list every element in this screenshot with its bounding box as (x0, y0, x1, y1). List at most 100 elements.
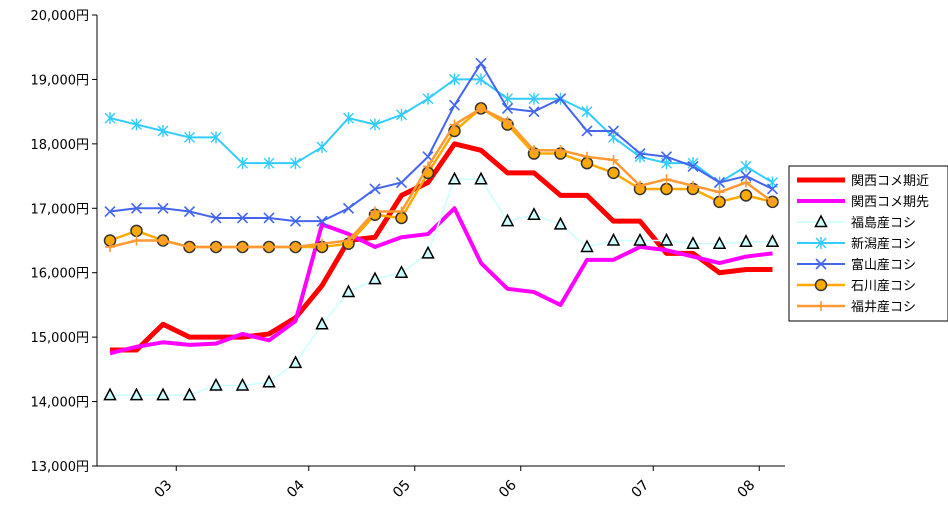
data-point (634, 147, 646, 160)
data-point (633, 232, 647, 246)
data-point (104, 112, 116, 125)
data-point (528, 106, 540, 118)
legend-label: 新潟産コシ (851, 236, 916, 252)
data-point (766, 183, 779, 195)
data-point (501, 102, 514, 114)
legend-item: 富山産コシ (797, 257, 916, 273)
data-point (157, 124, 169, 137)
data-point (103, 387, 117, 401)
series-line (110, 178, 773, 396)
data-point (500, 213, 515, 227)
data-point (635, 180, 645, 191)
data-point (157, 202, 169, 214)
legend-marker (816, 301, 826, 311)
y-tick-label: 19,000円 (31, 73, 90, 88)
data-point (767, 196, 778, 207)
data-point (341, 284, 356, 298)
y-tick-label: 17,000円 (31, 202, 90, 217)
legend-label: 福井産コシ (851, 299, 916, 315)
data-point (104, 205, 116, 218)
legend-item: 福島産コシ (797, 214, 916, 231)
data-point (288, 355, 303, 369)
legend-label: 関西コメ期近 (851, 174, 929, 189)
data-point (554, 93, 567, 105)
data-point (131, 118, 142, 131)
data-point (475, 73, 487, 86)
y-tick-label: 15,000円 (31, 331, 90, 346)
data-point (739, 234, 753, 248)
y-tick-label: 14,000円 (31, 396, 90, 411)
data-point (209, 377, 223, 391)
legend-label: 石川産コシ (851, 278, 916, 294)
data-point (131, 235, 142, 246)
legend-label: 富山産コシ (851, 257, 916, 273)
data-point (741, 177, 751, 188)
data-point (607, 125, 620, 137)
y-tick-label: 18,000円 (31, 138, 90, 153)
series-1 (109, 206, 773, 356)
data-point (317, 238, 327, 249)
data-point (315, 316, 329, 330)
data-point (290, 241, 301, 252)
data-point (370, 206, 380, 217)
data-point (660, 182, 673, 196)
data-point (182, 387, 197, 401)
data-point (211, 241, 221, 252)
x-tick-label: 05 (390, 477, 414, 501)
data-point (394, 265, 409, 278)
data-point (290, 157, 301, 170)
legend-marker (814, 278, 828, 292)
data-point (765, 234, 780, 248)
x-tick-label: 06 (496, 477, 520, 501)
data-point (342, 202, 355, 214)
data-point (527, 207, 541, 220)
data-point (368, 271, 382, 285)
data-point (449, 73, 460, 86)
data-point (237, 241, 248, 252)
data-point (422, 92, 434, 105)
data-point (581, 125, 593, 137)
data-point (448, 99, 461, 111)
data-point (739, 189, 753, 202)
series-5 (103, 102, 779, 254)
series-line (109, 206, 773, 356)
legend-label: 関西コメ期先 (851, 195, 929, 210)
data-point (369, 118, 381, 131)
data-point (316, 215, 328, 227)
y-tick-label: 20,000円 (31, 9, 90, 24)
y-tick-label: 16,000円 (31, 267, 90, 282)
data-point (130, 202, 143, 214)
x-tick-label: 04 (284, 477, 308, 501)
data-point (713, 195, 726, 209)
data-point (395, 176, 408, 189)
legend-marker (814, 214, 828, 228)
data-point (105, 241, 115, 252)
series-6 (105, 103, 778, 252)
data-point (343, 235, 354, 246)
x-tick-label: 07 (628, 477, 652, 501)
data-point (474, 171, 488, 185)
data-point (740, 160, 752, 173)
data-point (607, 166, 620, 180)
data-point (264, 241, 274, 252)
data-point (158, 235, 168, 246)
data-point (263, 157, 275, 170)
data-point (580, 239, 594, 253)
data-point (714, 187, 725, 198)
data-point (396, 108, 407, 121)
data-point (502, 116, 513, 127)
chart-axes: 13,000円 14,000円 15,000円 16,000円 17,000円 18,00… (31, 9, 785, 501)
data-point (660, 151, 673, 163)
data-point (237, 157, 248, 170)
data-point (423, 161, 433, 172)
legend-label: 福島産コシ (851, 215, 916, 231)
data-point (688, 180, 698, 191)
data-point (183, 205, 196, 218)
legend-item: 石川産コシ (797, 278, 916, 294)
data-point (528, 92, 540, 105)
x-tick-label: 08 (734, 477, 758, 501)
data-point (553, 216, 568, 230)
data-point (529, 145, 539, 156)
